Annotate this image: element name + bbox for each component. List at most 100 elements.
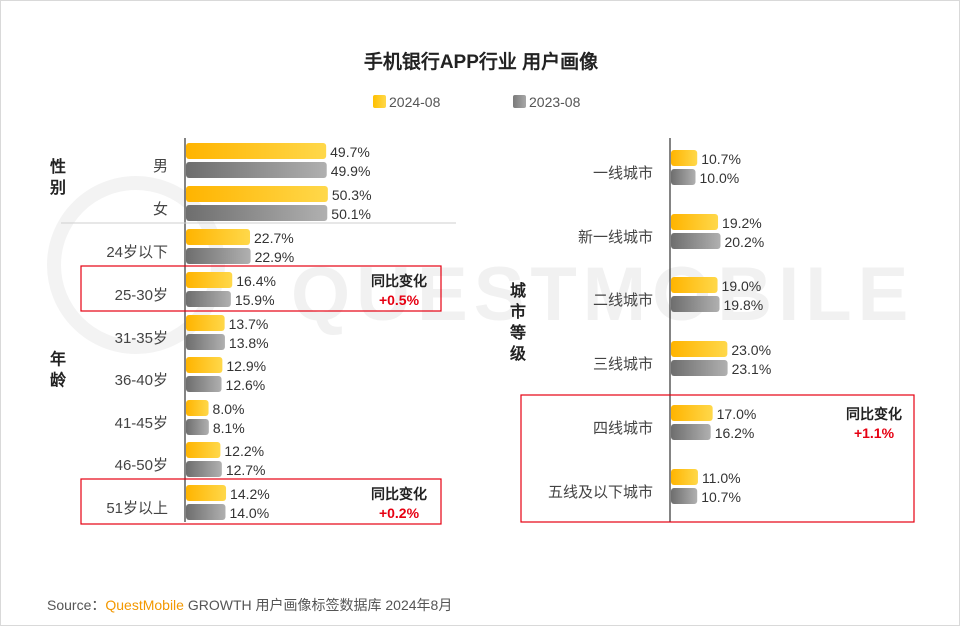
category-label: 二线城市 <box>593 292 653 309</box>
data-label-2023: 49.9% <box>331 163 371 179</box>
group-label-char: 城 <box>510 282 526 300</box>
bar-2023 <box>186 205 328 221</box>
source-rest: GROWTH 用户画像标签数据库 2024年8月 <box>183 597 453 613</box>
category-label: 三线城市 <box>593 356 653 373</box>
bar-2023 <box>186 291 231 307</box>
highlight-box <box>520 394 915 523</box>
source-note: Source：QuestMobile GROWTH 用户画像标签数据库 2024… <box>47 595 452 615</box>
group-label-char: 年 <box>50 350 66 369</box>
data-label-2023: 13.8% <box>229 335 269 351</box>
bar-2024 <box>671 150 698 166</box>
data-label-2023: 8.1% <box>213 420 245 436</box>
group-label-char: 别 <box>49 179 66 197</box>
group-label-char: 市 <box>510 302 526 321</box>
source-prefix: Source： <box>47 597 106 613</box>
data-label-2024: 19.2% <box>722 215 762 231</box>
data-label-2023: 10.0% <box>700 170 740 186</box>
bar-2023 <box>671 233 721 249</box>
category-label: 36-40岁 <box>115 372 168 389</box>
data-label-2024: 12.9% <box>226 358 266 374</box>
category-label: 新一线城市 <box>578 229 653 246</box>
bar-2024 <box>186 272 233 288</box>
data-label-2024: 13.7% <box>229 316 269 332</box>
bar-2024 <box>186 186 328 202</box>
data-label-2024: 50.3% <box>332 187 372 203</box>
group-label-char: 性 <box>50 157 66 176</box>
bar-2024 <box>671 214 719 230</box>
legend-item-2024: 2024-08 <box>373 94 440 110</box>
bar-2024 <box>186 357 223 373</box>
data-label-2023: 14.0% <box>229 505 269 521</box>
data-label-2024: 10.7% <box>701 151 741 167</box>
bar-2023 <box>186 419 209 435</box>
change-label: 同比变化 <box>371 486 427 502</box>
category-label: 24岁以下 <box>106 244 168 261</box>
change-value: +0.2% <box>379 505 420 521</box>
change-value: +1.1% <box>854 425 895 441</box>
group-label-char: 龄 <box>50 371 67 390</box>
bar-2024 <box>186 143 327 159</box>
bar-2023 <box>671 424 711 440</box>
legend-swatch-2024 <box>373 95 386 108</box>
bar-2024 <box>186 229 251 245</box>
data-label-2024: 11.0% <box>702 470 741 486</box>
bar-2024 <box>186 315 225 331</box>
bar-2024 <box>671 405 713 421</box>
highlight-box <box>80 265 442 312</box>
bar-2024 <box>186 442 221 458</box>
data-label-2024: 23.0% <box>731 342 771 358</box>
data-label-2024: 12.2% <box>224 443 264 459</box>
bar-2023 <box>186 162 327 178</box>
data-label-2023: 12.6% <box>226 377 266 393</box>
group-label-char: 级 <box>510 344 527 363</box>
change-value: +0.5% <box>379 292 420 308</box>
data-label-2024: 22.7% <box>254 230 294 246</box>
bar-2023 <box>186 504 226 520</box>
data-label-2024: 19.0% <box>722 278 762 294</box>
data-label-2023: 19.8% <box>724 297 764 313</box>
group-label-char: 等 <box>509 323 526 342</box>
category-label: 四线城市 <box>593 420 653 437</box>
legend-item-2023: 2023-08 <box>513 94 580 110</box>
bar-2023 <box>671 488 698 504</box>
data-label-2023: 15.9% <box>235 292 275 308</box>
change-label: 同比变化 <box>846 406 902 422</box>
change-label: 同比变化 <box>371 273 427 289</box>
data-label-2024: 16.4% <box>236 273 276 289</box>
bar-2024 <box>671 277 718 293</box>
legend-swatch-2023 <box>513 95 526 108</box>
bar-2023 <box>186 376 222 392</box>
category-label: 31-35岁 <box>115 330 168 347</box>
data-label-2023: 50.1% <box>331 206 371 222</box>
bar-2023 <box>186 461 222 477</box>
bar-2024 <box>671 341 728 357</box>
highlight-box <box>80 478 442 525</box>
chart-title: 手机银行APP行业 用户画像 <box>363 52 599 73</box>
category-label: 41-45岁 <box>115 415 168 432</box>
category-label: 51岁以上 <box>106 500 168 517</box>
category-label: 25-30岁 <box>115 287 168 304</box>
bar-2024 <box>671 469 698 485</box>
category-label: 一线城市 <box>593 165 653 182</box>
data-label-2023: 12.7% <box>226 462 266 478</box>
category-label: 46-50岁 <box>115 457 168 474</box>
source-brand: QuestMobile <box>105 597 184 613</box>
data-label-2024: 49.7% <box>330 144 370 160</box>
bar-2024 <box>186 485 227 501</box>
category-label: 五线及以下城市 <box>548 484 653 501</box>
data-label-2024: 14.2% <box>230 486 270 502</box>
data-label-2023: 16.2% <box>715 425 755 441</box>
data-label-2023: 10.7% <box>701 489 741 505</box>
data-label-2023: 20.2% <box>724 234 764 250</box>
category-label: 女 <box>153 200 168 218</box>
bar-2023 <box>671 360 728 376</box>
bar-2023 <box>671 169 696 185</box>
bar-2024 <box>186 400 209 416</box>
legend-label-2024: 2024-08 <box>389 94 441 110</box>
bar-2023 <box>186 334 225 350</box>
data-label-2023: 22.9% <box>255 249 295 265</box>
category-label: 男 <box>153 158 168 175</box>
bar-2023 <box>671 296 720 312</box>
